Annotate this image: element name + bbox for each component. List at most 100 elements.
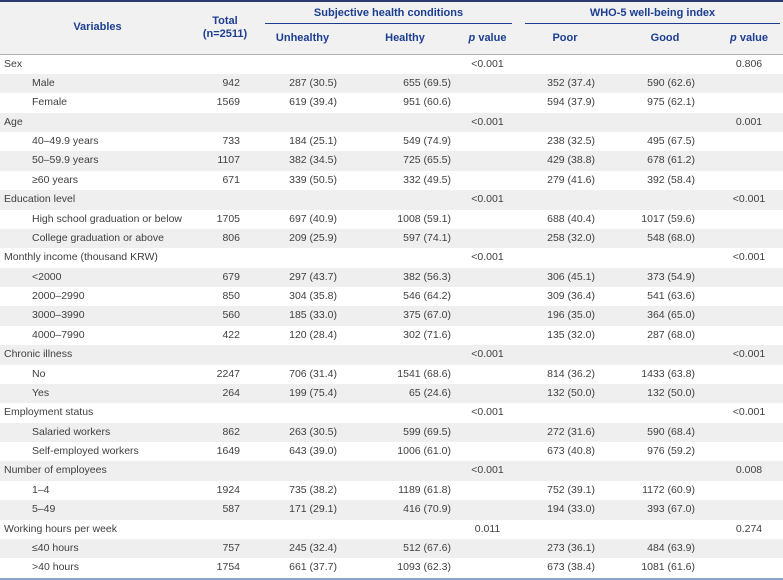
cell-p-value-who5: [715, 500, 783, 520]
cell-variable: Working hours per week: [4, 522, 118, 535]
cell-variable: Chronic illness: [0, 345, 195, 365]
cell-total: [195, 345, 255, 365]
cell-p-value-health: [460, 267, 515, 287]
cell-healthy: 1541 (68.6): [397, 367, 451, 380]
cell-total: [195, 248, 255, 267]
cell-unhealthy: 120 (28.4): [289, 328, 337, 341]
table-row: 4000–7990 422 120 (28.4) 302 (71.6) 135 …: [0, 326, 783, 345]
cell-poor: 279 (41.6): [547, 173, 595, 186]
table-row: 40–49.9 years 733 184 (25.1) 549 (74.9) …: [0, 132, 783, 151]
cell-healthy: 725 (65.5): [350, 151, 460, 171]
cell-p-value-health: [460, 151, 515, 171]
cell-total: 587: [195, 500, 255, 520]
table-row: Age <0.001 0.001: [0, 112, 783, 132]
cell-healthy: 375 (67.0): [350, 306, 460, 326]
cell-unhealthy: [255, 345, 350, 365]
cell-p-value-health: [460, 558, 515, 578]
cell-variable: Education level: [0, 190, 195, 210]
cell-healthy: [350, 54, 460, 74]
cell-p-value-who5: [715, 383, 783, 404]
cell-unhealthy: 382 (34.5): [255, 151, 350, 171]
cell-unhealthy: [255, 403, 350, 422]
table-row: Number of employees <0.001 0.008: [0, 461, 783, 481]
cell-variable: No: [32, 367, 46, 380]
cell-total: 1649: [216, 445, 240, 457]
cell-variable: Male: [0, 73, 195, 94]
cell-poor: 309 (36.4): [547, 290, 595, 302]
cell-poor: [515, 520, 615, 539]
cell-healthy: 597 (74.1): [350, 228, 460, 249]
cell-p-value-health: [460, 365, 515, 384]
cell-p-value-who5: <0.001: [715, 345, 783, 365]
cell-total: 733: [222, 135, 240, 147]
cell-variable: 50–59.9 years: [0, 151, 195, 171]
cell-total: 850: [222, 290, 240, 302]
cell-poor: 429 (38.8): [515, 151, 615, 171]
cell-unhealthy: [255, 248, 350, 267]
cell-poor: 132 (50.0): [515, 383, 615, 404]
cell-total: [195, 403, 255, 422]
cell-p-value-health: [460, 538, 515, 559]
cell-unhealthy: [255, 112, 350, 132]
cell-good: 1172 (60.9): [642, 483, 695, 496]
cell-unhealthy: 245 (32.4): [255, 538, 350, 559]
group-title-who5: WHO-5 well-being index: [525, 7, 781, 24]
cell-p-value-who5: 0.001: [715, 112, 783, 132]
cell-unhealthy: 619 (39.4): [289, 96, 337, 109]
cell-unhealthy: 184 (25.1): [289, 135, 337, 147]
table-row: 3000–3990 560 185 (33.0) 375 (67.0) 196 …: [0, 306, 783, 326]
cell-variable: Number of employees: [0, 461, 195, 481]
cell-p-value-health: 0.011: [474, 522, 501, 535]
cell-total: 1754: [216, 561, 240, 574]
column-header-unhealthy: Unhealthy: [255, 24, 350, 54]
table-row: College graduation or above 806 209 (25.…: [0, 228, 783, 249]
table-row: High school graduation or below 1705 697…: [0, 210, 783, 229]
cell-unhealthy: 304 (35.8): [289, 290, 337, 302]
cell-good: [615, 190, 715, 210]
cell-total: 671: [222, 173, 240, 186]
cell-p-value-who5: [715, 73, 783, 94]
cell-variable: Yes: [0, 383, 195, 404]
cell-p-value-who5: <0.001: [732, 406, 766, 419]
cell-poor: 594 (37.9): [547, 96, 595, 109]
cell-total: 1924: [216, 483, 240, 496]
cell-poor: [515, 190, 615, 210]
cell-good: 393 (67.0): [615, 500, 715, 520]
cell-poor: 352 (37.4): [515, 73, 615, 94]
cell-healthy: 951 (60.6): [403, 96, 451, 109]
cell-p-value-health: <0.001: [471, 57, 504, 70]
cell-good: [615, 54, 715, 74]
cell-variable: Self-employed workers: [32, 445, 139, 457]
cell-p-value-health: [460, 93, 515, 112]
cell-total: 942: [195, 73, 255, 94]
cell-good: 548 (68.0): [615, 228, 715, 249]
cell-healthy: [350, 403, 460, 422]
cell-poor: 688 (40.4): [547, 212, 595, 225]
cell-good: 287 (68.0): [647, 328, 695, 341]
cell-good: 392 (58.4): [647, 173, 695, 186]
table-row: Salaried workers 862 263 (30.5) 599 (69.…: [0, 422, 783, 442]
cell-unhealthy: 661 (37.7): [289, 561, 337, 574]
cell-unhealthy: 263 (30.5): [255, 422, 350, 442]
table-row: Education level <0.001 <0.001: [0, 190, 783, 210]
cell-p-value-health: [460, 171, 515, 190]
cell-healthy: 1006 (61.0): [397, 445, 451, 457]
p-value-word: value: [475, 32, 507, 45]
cell-healthy: [350, 190, 460, 210]
cell-p-value-health: [460, 210, 515, 229]
cell-variable: High school graduation or below: [32, 212, 183, 225]
cell-healthy: [350, 520, 460, 539]
cell-variable: Employment status: [4, 406, 94, 419]
cell-p-value-health: [460, 442, 515, 461]
column-header-p-value-health: p value: [460, 24, 515, 54]
table-row: Yes 264 199 (75.4) 65 (24.6) 132 (50.0) …: [0, 383, 783, 404]
cell-variable: 2000–2990: [32, 290, 85, 302]
table-row: Self-employed workers 1649 643 (39.0) 10…: [0, 442, 783, 461]
cell-p-value-who5: 0.008: [715, 461, 783, 481]
table-row: >40 hours 1754 661 (37.7) 1093 (62.3) 67…: [0, 558, 783, 578]
cell-total: 264: [195, 383, 255, 404]
cell-p-value-who5: [715, 326, 783, 345]
cell-poor: 752 (39.1): [547, 483, 595, 496]
cell-good: 541 (63.6): [647, 290, 695, 302]
